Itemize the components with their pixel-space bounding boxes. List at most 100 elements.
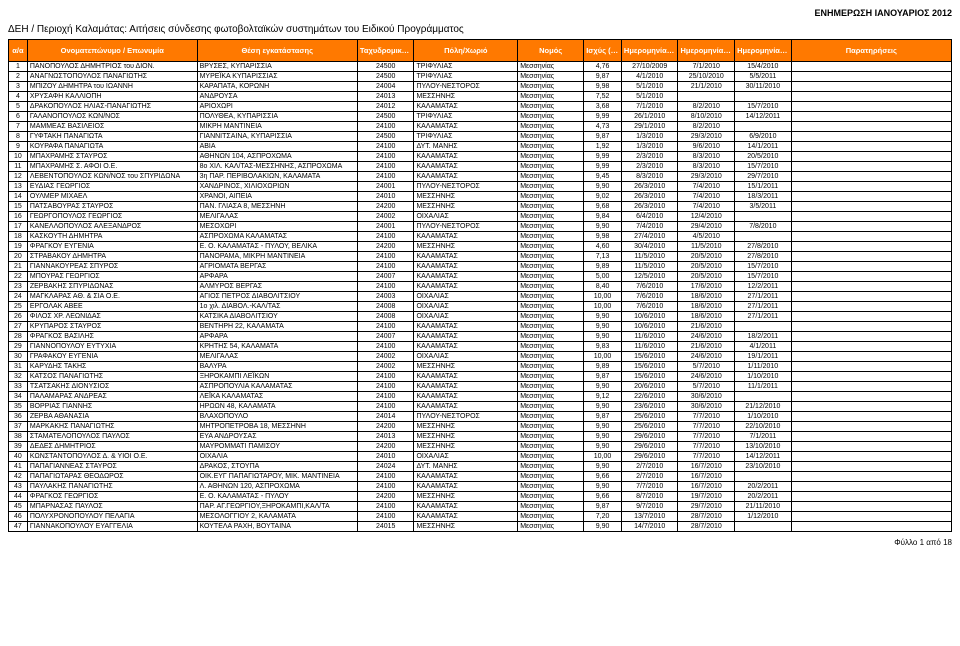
cell: 29/3/2010	[678, 132, 735, 142]
table-row: 37ΜΑΡΚΑΚΗΣ ΠΑΝΑΓΙΩΤΗΣΜΗΤΡΟΠΕΤΡΟΒΑ 18, ΜΕ…	[9, 422, 952, 432]
cell: 20/5/2010	[678, 252, 735, 262]
cell	[791, 212, 951, 222]
cell: 27	[9, 322, 28, 332]
cell: 29/4/2010	[678, 222, 735, 232]
cell: ΦΡΑΓΚΟΣ ΒΑΣΙΛΗΣ	[27, 332, 197, 342]
cell: 24001	[357, 222, 414, 232]
cell	[735, 232, 792, 242]
cell	[791, 342, 951, 352]
cell	[791, 122, 951, 132]
cell: Μεσσηνίας	[518, 132, 584, 142]
cell: ΒΟΡΡΙΑΣ ΓΙΑΝΝΗΣ	[27, 402, 197, 412]
cell: Μεσσηνίας	[518, 372, 584, 382]
table-row: 25ΕΡΓΟΛΑΚ ΑΒΕΕ1ο χιλ. ΔΙΑΒΟΛ.-ΚΑΛ/ΤΑΣ240…	[9, 302, 952, 312]
cell	[791, 442, 951, 452]
cell: 9,98	[584, 232, 622, 242]
cell	[735, 322, 792, 332]
cell: 18/6/2010	[678, 312, 735, 322]
table-row: 21ΓΙΑΝΝΑΚΟΥΡΕΑΣ ΣΠΥΡΟΣΑΓΡΙΟΜΑΤΑ ΒΕΡΓΑΣ24…	[9, 262, 952, 272]
table-row: 27ΚΡΥΠΑΡΟΣ ΣΤΑΥΡΟΣΒΕΝΤΗΡΗ 22, ΚΑΛΑΜΑΤΑ24…	[9, 322, 952, 332]
cell: 37	[9, 422, 28, 432]
cell	[791, 192, 951, 202]
cell: 2/7/2010	[621, 472, 678, 482]
cell: 9,83	[584, 342, 622, 352]
cell: ΓΙΑΝΝΟΠΟΥΛΟΥ ΕΥΤΥΧΙΑ	[27, 342, 197, 352]
cell: 9,98	[584, 82, 622, 92]
cell: 9,90	[584, 382, 622, 392]
cell: 16/7/2010	[678, 482, 735, 492]
cell: 7/7/2010	[678, 442, 735, 452]
table-row: 5ΔΡΑΚΟΠΟΥΛΟΣ ΗΛΙΑΣ-ΠΑΝΑΓΙΩΤΗΣΑΡΙΟΧΩΡΙ240…	[9, 102, 952, 112]
cell: 1/10/2010	[735, 372, 792, 382]
cell: ΒΑΛΥΡΑ	[197, 362, 357, 372]
col-header: Νομός	[518, 40, 584, 62]
cell: ΚΑΛΑΜΑΤΑΣ	[414, 472, 518, 482]
cell: 24500	[357, 62, 414, 72]
cell: 7/1/2011	[735, 432, 792, 442]
cell: ΠΑΤΣΑΒΟΥΡΑΣ ΣΤΑΥΡΟΣ	[27, 202, 197, 212]
cell: ΣΤΑΜΑΤΕΛΟΠΟΥΛΟΣ ΠΑΥΛΟΣ	[27, 432, 197, 442]
cell: 18/6/2010	[678, 302, 735, 312]
cell	[791, 352, 951, 362]
cell: 26/1/2010	[621, 112, 678, 122]
cell: 27/4/2010	[621, 232, 678, 242]
table-row: 7ΜΑΜΜΕΑΣ ΒΑΣΙΛΕΙΟΣΜΙΚΡΗ ΜΑΝΤΙΝΕΙΑ24100ΚΑ…	[9, 122, 952, 132]
cell: 42	[9, 472, 28, 482]
cell: Μεσσηνίας	[518, 312, 584, 322]
cell: 16	[9, 212, 28, 222]
cell: 21/11/2010	[735, 502, 792, 512]
cell: 8/10/2010	[678, 112, 735, 122]
cell: 24002	[357, 212, 414, 222]
cell: 24002	[357, 362, 414, 372]
cell: 24013	[357, 92, 414, 102]
cell: Μεσσηνίας	[518, 322, 584, 332]
cell: ΚΑΛΑΜΑΤΑΣ	[414, 482, 518, 492]
cell: 1/12/2010	[735, 512, 792, 522]
cell: ΑΛΜΥΡΟΣ ΒΕΡΓΑΣ	[197, 282, 357, 292]
cell: 7/4/2010	[678, 182, 735, 192]
cell: 22	[9, 272, 28, 282]
cell: ΠΑΡ. ΑΓ.ΓΕΩΡΓΙΟΥ,ΞΗΡΟΚΑΜΠΙ,ΚΑΛ/ΤΑ	[197, 502, 357, 512]
cell: ΚΑΛΑΜΑΤΑΣ	[414, 512, 518, 522]
cell: 47	[9, 522, 28, 532]
cell: 15/4/2010	[735, 62, 792, 72]
cell: 40	[9, 452, 28, 462]
cell: 15/7/2010	[735, 272, 792, 282]
cell: 10/6/2010	[621, 322, 678, 332]
cell: Μεσσηνίας	[518, 242, 584, 252]
cell: ΟΙΧΑΛΙΑΣ	[414, 312, 518, 322]
cell: 30/11/2010	[735, 82, 792, 92]
cell: 18	[9, 232, 28, 242]
cell: 5/7/2010	[678, 382, 735, 392]
report-title: ΔΕΗ / Περιοχή Καλαμάτας: Αιτήσεις σύνδεσ…	[8, 24, 952, 35]
cell: 7/1/2010	[621, 102, 678, 112]
cell: 9,90	[584, 332, 622, 342]
cell: ΑΝΑΓΝΩΣΤΟΠΟΥΛΟΣ ΠΑΝΑΓΙΩΤΗΣ	[27, 72, 197, 82]
table-row: 4ΧΡΥΣΑΦΗ ΚΑΛΛΙΟΠΗΑΝΔΡΟΥΣΑ24013ΜΕΣΣΗΝΗΣΜε…	[9, 92, 952, 102]
cell	[678, 92, 735, 102]
cell: 8/2/2010	[678, 122, 735, 132]
col-header: Ημερομηνία αίτησης	[621, 40, 678, 62]
cell: Μεσσηνίας	[518, 182, 584, 192]
table-row: 15ΠΑΤΣΑΒΟΥΡΑΣ ΣΤΑΥΡΟΣΠΑΝ. ΓΛΙΑΣΑ 8, ΜΕΣΣ…	[9, 202, 952, 212]
cell: 10,00	[584, 352, 622, 362]
cell: ΧΡΑΝΟΙ, ΑΙΠΕΙΑ	[197, 192, 357, 202]
cell: Μεσσηνίας	[518, 332, 584, 342]
cell: 24001	[357, 182, 414, 192]
cell: Μεσσηνίας	[518, 482, 584, 492]
cell: 9,87	[584, 412, 622, 422]
cell: Μεσσηνίας	[518, 302, 584, 312]
cell	[791, 202, 951, 212]
table-row: 46ΠΟΛΥΧΡΟΝΟΠΟΥΛΟΥ ΠΕΛΑΓΙΑΜΕΣΟΛΟΓΓΙΟΥ 2, …	[9, 512, 952, 522]
cell: 9,87	[584, 72, 622, 82]
cell: Ε. Ο. ΚΑΛΑΜΑΤΑΣ - ΠΥΛΟΥ	[197, 492, 357, 502]
cell: 8/3/2010	[621, 172, 678, 182]
table-row: 6ΓΑΛΑΝΟΠΟΥΛΟΣ ΚΩΝ/ΝΟΣΠΟΛΥΘΕΑ, ΚΥΠΑΡΙΣΣΙΑ…	[9, 112, 952, 122]
cell	[791, 82, 951, 92]
cell: ΜΕΛΙΓΑΛΑΣ	[197, 352, 357, 362]
cell: ΜΠΙΖΟΥ ΔΗΜΗΤΡΑ του ΙΩΑΝΝΗ	[27, 82, 197, 92]
cell: 2/3/2010	[621, 162, 678, 172]
cell: 24012	[357, 102, 414, 112]
cell: 30/4/2010	[621, 242, 678, 252]
cell	[791, 452, 951, 462]
